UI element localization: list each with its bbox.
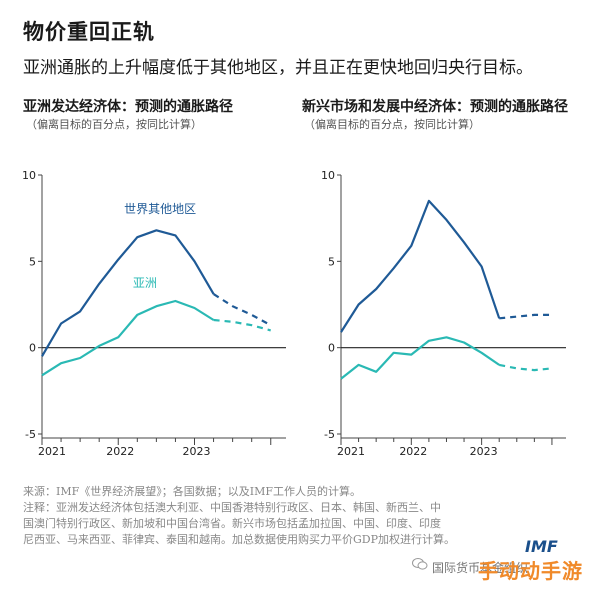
notes-line-1: 注释：亚洲发达经济体包括澳大利亚、中国香港特别行政区、日本、韩国、新西兰、中 (23, 501, 441, 514)
x-tick-label: 2022 (106, 445, 134, 458)
notes-block: 来源：IMF《世界经济展望》；各国数据；以及IMF工作人员的计算。 注释：亚洲发… (23, 484, 553, 548)
watermark: 手动动手游 (478, 559, 583, 583)
rest-of-world-line-forecast (213, 293, 272, 327)
x-tick-label: 2023 (183, 445, 211, 458)
asia-line-forecast (498, 363, 553, 372)
wechat-icon (412, 558, 428, 570)
asia-line-forecast (213, 318, 271, 332)
left-panel-title: 亚洲发达经济体：预测的通胀路径 (23, 99, 233, 115)
rest-of-world-line-forecast (499, 313, 552, 320)
x-tick-label: 2021 (337, 445, 365, 458)
asia-line-actual (340, 336, 500, 380)
series-label-asia: 亚洲 (133, 276, 157, 290)
x-tick-label: 2022 (399, 445, 427, 458)
y-tick-label: 5 (328, 255, 335, 268)
page-subtitle: 亚洲通胀的上升幅度低于其他地区，并且正在更快地回归央行目标。 (23, 58, 533, 78)
chart-panel-2: -5 0 5 10 2021 2022 2023 (321, 169, 566, 458)
imf-logo: IMF (525, 537, 558, 556)
asia-line-actual (41, 299, 215, 377)
notes-line-3: 尼西亚、马来西亚、菲律宾、泰国和越南。加总数据使用购买力平价GDP加权进行计算。 (23, 533, 456, 546)
y-tick-label: -5 (324, 428, 335, 441)
right-panel-title: 新兴市场和发展中经济体：预测的通胀路径 (302, 99, 568, 115)
x-tick-label: 2023 (470, 445, 498, 458)
y-tick-label: 10 (22, 169, 36, 182)
y-tick-label: 0 (29, 342, 36, 355)
brand-account: 国际货币基金组织 (432, 561, 529, 575)
y-tick-label: 10 (321, 169, 335, 182)
series-label-rest-of-world: 世界其他地区 (124, 202, 196, 216)
y-tick-label: -5 (25, 428, 36, 441)
x-tick-label: 2021 (38, 445, 66, 458)
rest-of-world-line-actual (41, 229, 215, 357)
right-panel-subtitle: （偏离目标的百分点，按同比计算） (304, 118, 480, 131)
notes-source: 来源：IMF《世界经济展望》；各国数据；以及IMF工作人员的计算。 (23, 485, 361, 498)
page-title: 物价重回正轨 (23, 20, 155, 44)
y-tick-label: 5 (29, 255, 36, 268)
rest-of-world-line-actual (340, 199, 501, 333)
left-panel-subtitle: （偏离目标的百分点，按同比计算） (26, 118, 202, 131)
y-tick-label: 0 (328, 342, 335, 355)
notes-line-2: 国澳门特别行政区、新加坡和中国台湾省。新兴市场包括孟加拉国、中国、印度、印度 (23, 517, 441, 530)
